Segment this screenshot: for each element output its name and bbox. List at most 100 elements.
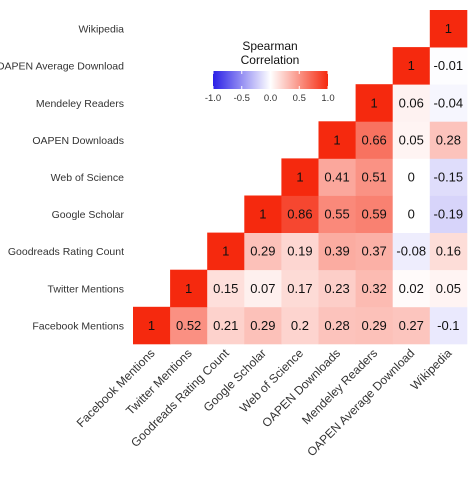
column-label: Wikipedia xyxy=(408,346,455,393)
cell-value-label: 1 xyxy=(148,318,155,333)
cell-value-label: 0.29 xyxy=(361,318,386,333)
cell-value-label: 0.21 xyxy=(213,318,238,333)
cell-value-label: 0.28 xyxy=(436,132,461,147)
legend-tick-label: 1.0 xyxy=(321,93,334,104)
cell-value-label: 0.29 xyxy=(250,244,275,259)
heatmap-cell xyxy=(355,269,394,308)
row-label: Google Scholar xyxy=(52,209,125,221)
cell-value-label: 0.51 xyxy=(361,169,386,184)
cell-value-label: 1 xyxy=(296,169,303,184)
heatmap-cell xyxy=(318,232,356,271)
heatmap-cell xyxy=(392,47,431,85)
cell-value-label: 0.86 xyxy=(287,207,312,222)
cell-value-label: 1 xyxy=(259,207,266,222)
cell-value-label: 0.02 xyxy=(399,281,424,296)
heatmap-cell xyxy=(429,121,468,159)
legend-ticks: -1.0 -0.5 0.0 0.5 1.0 xyxy=(205,71,335,104)
cell-value-label: 1 xyxy=(371,95,378,110)
cell-value-label: 0.28 xyxy=(324,318,349,333)
cell-value-label: 0.19 xyxy=(287,244,312,259)
heatmap-cell xyxy=(355,306,394,345)
heatmap-cell xyxy=(392,84,431,122)
heatmap-cell xyxy=(429,84,468,122)
cell-value-label: -0.1 xyxy=(437,318,459,333)
heatmap-cell xyxy=(207,232,245,271)
heatmap-cell xyxy=(281,232,319,271)
cell-value-label: 0.15 xyxy=(213,281,238,296)
cell-value-label: 0.23 xyxy=(324,281,349,296)
legend-tick-label: 0.5 xyxy=(293,93,306,104)
cell-value-label: 0.2 xyxy=(291,318,309,333)
cell-value-label: 1 xyxy=(222,244,229,259)
cell-value-label: 0.27 xyxy=(399,318,424,333)
heatmap-cell xyxy=(429,306,468,345)
legend-title-line2: Correlation xyxy=(241,53,300,67)
cell-value-label: 0 xyxy=(408,207,415,222)
heatmap-cell xyxy=(355,158,394,196)
heatmap-cell xyxy=(170,306,208,345)
row-label: Twitter Mentions xyxy=(48,283,124,295)
row-label: Facebook Mentions xyxy=(32,320,124,332)
cell-value-label: 0.05 xyxy=(399,132,424,147)
color-legend: Spearman Correlation -1.0 -0.5 0.0 0.5 1.0 xyxy=(205,39,335,104)
heatmap-cell xyxy=(133,306,171,345)
heatmap-cell xyxy=(392,195,431,233)
cell-value-label: -0.15 xyxy=(434,169,464,184)
heatmap-cell xyxy=(318,306,356,345)
heatmap-cell xyxy=(429,269,468,308)
heatmap-cell xyxy=(244,306,282,345)
cell-value-label: -0.08 xyxy=(396,244,426,259)
cell-value-label: 0.59 xyxy=(361,207,386,222)
column-label: Twitter Mentions xyxy=(123,346,195,418)
cell-value-label: 0.52 xyxy=(176,318,201,333)
row-label: Goodreads Rating Count xyxy=(8,246,124,258)
cell-value-label: 0.41 xyxy=(324,169,349,184)
row-label: Web of Science xyxy=(51,172,125,184)
heatmap-cell xyxy=(429,10,468,48)
legend-colorbar xyxy=(213,71,328,89)
row-label: Wikipedia xyxy=(78,24,124,36)
cell-value-label: -0.04 xyxy=(434,95,464,110)
heatmap-cell xyxy=(281,269,319,308)
heatmap-cell xyxy=(244,269,282,308)
column-label: Web of Science xyxy=(237,346,306,415)
cell-value-label: 0.16 xyxy=(436,244,461,259)
heatmap-cell xyxy=(392,158,431,196)
cell-value-label: 0.07 xyxy=(250,281,275,296)
cell-value-label: 0.39 xyxy=(324,244,349,259)
cell-value-label: 0.05 xyxy=(436,281,461,296)
cell-value-label: 0.29 xyxy=(250,318,275,333)
heatmap-cell xyxy=(429,47,468,85)
heatmap-cell xyxy=(207,306,245,345)
legend-tick-label: -0.5 xyxy=(234,93,250,104)
heatmap-cell xyxy=(244,232,282,271)
heatmap-cell xyxy=(392,232,431,271)
cell-value-label: 0.17 xyxy=(287,281,312,296)
heatmap-cell xyxy=(318,121,356,159)
heatmap-cell xyxy=(355,195,394,233)
legend-title-line1: Spearman xyxy=(242,39,297,53)
heatmap-cells: 1 0.52 0.21 0.29 0.2 0.28 0.29 0.27 -0.1 1 0.15 0.0… xyxy=(133,10,468,345)
heatmap-cell xyxy=(318,158,356,196)
cell-value-label: 1 xyxy=(408,58,415,73)
heatmap-cell xyxy=(281,158,319,196)
heatmap-cell xyxy=(318,195,356,233)
cell-value-label: 0.66 xyxy=(361,132,386,147)
heatmap-cell xyxy=(170,269,208,308)
heatmap-cell xyxy=(281,306,319,345)
row-label: Mendeley Readers xyxy=(36,98,124,110)
heatmap-cell xyxy=(429,158,468,196)
heatmap-cell xyxy=(392,121,431,159)
row-labels: Wikipedia OAPEN Average Download Mendeley … xyxy=(0,24,124,333)
heatmap-cell xyxy=(318,269,356,308)
cell-value-label: 0 xyxy=(408,169,415,184)
legend-tick-label: -1.0 xyxy=(205,93,221,104)
cell-value-label: 1 xyxy=(445,21,452,36)
heatmap-cell xyxy=(355,121,394,159)
heatmap-cell xyxy=(207,269,245,308)
cell-value-label: 0.37 xyxy=(361,244,386,259)
cell-value-label: 0.06 xyxy=(399,95,424,110)
heatmap-cell xyxy=(355,84,394,122)
